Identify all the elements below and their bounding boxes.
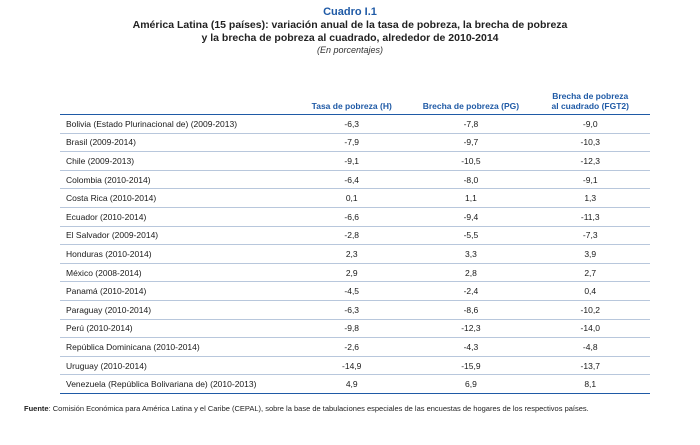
country-cell: México (2008-2014) [60, 263, 293, 283]
tasa-pobreza-cell: 0,1 [292, 188, 412, 208]
table-row: Colombia (2010-2014) -6,4 -8,0 -9,1 [60, 170, 650, 190]
tasa-pobreza-cell: 4,9 [292, 374, 412, 394]
table-row: Paraguay (2010-2014) -6,3 -8,6 -10,2 [60, 300, 650, 320]
tasa-pobreza-cell: -7,9 [292, 133, 412, 153]
header-brecha-cuadrado-line-1: Brecha de pobreza [552, 91, 629, 101]
brecha-pobreza-cell: -8,0 [411, 170, 531, 190]
table-row: Honduras (2010-2014) 2,3 3,3 3,9 [60, 244, 650, 264]
country-cell: Venezuela (República Bolivariana de) (20… [60, 374, 293, 394]
table-row: Bolivia (Estado Plurinacional de) (2009-… [60, 114, 650, 134]
country-cell: Uruguay (2010-2014) [60, 356, 293, 376]
tasa-pobreza-cell: -2,6 [292, 337, 412, 357]
brecha-cuadrado-cell: -11,3 [530, 207, 650, 227]
header-brecha-pobreza: Brecha de pobreza (PG) [411, 87, 531, 115]
tasa-pobreza-cell: -6,3 [292, 114, 412, 134]
brecha-pobreza-cell: 1,1 [411, 188, 531, 208]
poverty-table: Tasa de pobreza (H) Brecha de pobreza (P… [60, 87, 650, 394]
country-cell: Chile (2009-2013) [60, 151, 293, 171]
table-row: Chile (2009-2013) -9,1 -10,5 -12,3 [60, 151, 650, 171]
table-row: Uruguay (2010-2014) -14,9 -15,9 -13,7 [60, 356, 650, 376]
source-note: Fuente: Comisión Económica para América … [24, 404, 684, 414]
table-row: Venezuela (República Bolivariana de) (20… [60, 374, 650, 394]
brecha-pobreza-cell: 3,3 [411, 244, 531, 264]
country-cell: Perú (2010-2014) [60, 319, 293, 339]
country-cell: Colombia (2010-2014) [60, 170, 293, 190]
brecha-pobreza-cell: 6,9 [411, 374, 531, 394]
table-row: Panamá (2010-2014) -4,5 -2,4 0,4 [60, 281, 650, 301]
country-cell: Paraguay (2010-2014) [60, 300, 293, 320]
country-cell: El Salvador (2009-2014) [60, 226, 293, 246]
brecha-pobreza-cell: -10,5 [411, 151, 531, 171]
tasa-pobreza-cell: -6,6 [292, 207, 412, 227]
brecha-pobreza-cell: -7,8 [411, 114, 531, 134]
brecha-cuadrado-cell: 2,7 [530, 263, 650, 283]
tasa-pobreza-cell: -4,5 [292, 281, 412, 301]
brecha-pobreza-cell: -4,3 [411, 337, 531, 357]
header-row: Tasa de pobreza (H) Brecha de pobreza (P… [60, 87, 650, 115]
tasa-pobreza-cell: -14,9 [292, 356, 412, 376]
brecha-pobreza-cell: 2,8 [411, 263, 531, 283]
brecha-cuadrado-cell: -10,2 [530, 300, 650, 320]
brecha-pobreza-cell: -8,6 [411, 300, 531, 320]
header-brecha-cuadrado: Brecha de pobreza al cuadrado (FGT2) [530, 87, 650, 115]
table-row: Ecuador (2010-2014) -6,6 -9,4 -11,3 [60, 207, 650, 227]
table-body: Bolivia (Estado Plurinacional de) (2009-… [60, 114, 650, 394]
brecha-cuadrado-cell: -9,1 [530, 170, 650, 190]
country-cell: Honduras (2010-2014) [60, 244, 293, 264]
country-cell: República Dominicana (2010-2014) [60, 337, 293, 357]
table-header: Tasa de pobreza (H) Brecha de pobreza (P… [60, 87, 650, 115]
brecha-cuadrado-cell: -10,3 [530, 133, 650, 153]
table-title-line-1: América Latina (15 países): variación an… [132, 19, 568, 31]
brecha-cuadrado-cell: -4,8 [530, 337, 650, 357]
brecha-cuadrado-cell: 0,4 [530, 281, 650, 301]
table-row: México (2008-2014) 2,9 2,8 2,7 [60, 263, 650, 283]
brecha-pobreza-cell: -9,7 [411, 133, 531, 153]
header-country [60, 87, 293, 115]
country-cell: Ecuador (2010-2014) [60, 207, 293, 227]
brecha-pobreza-cell: -5,5 [411, 226, 531, 246]
brecha-pobreza-cell: -2,4 [411, 281, 531, 301]
brecha-pobreza-cell: -12,3 [411, 319, 531, 339]
table-number: Cuadro I.1 [323, 6, 377, 18]
brecha-cuadrado-cell: 3,9 [530, 244, 650, 264]
brecha-cuadrado-cell: -9,0 [530, 114, 650, 134]
tasa-pobreza-cell: 2,9 [292, 263, 412, 283]
tasa-pobreza-cell: -2,8 [292, 226, 412, 246]
table-units: (En porcentajes) [316, 45, 384, 55]
brecha-cuadrado-cell: -14,0 [530, 319, 650, 339]
tasa-pobreza-cell: -6,4 [292, 170, 412, 190]
source-text: : Comisión Económica para América Latina… [48, 404, 589, 413]
source-label: Fuente [24, 404, 49, 413]
country-cell: Bolivia (Estado Plurinacional de) (2009-… [60, 114, 293, 134]
brecha-cuadrado-cell: 1,3 [530, 188, 650, 208]
table-row: Costa Rica (2010-2014) 0,1 1,1 1,3 [60, 188, 650, 208]
table-row: El Salvador (2009-2014) -2,8 -5,5 -7,3 [60, 226, 650, 246]
table-row: República Dominicana (2010-2014) -2,6 -4,3… [60, 337, 650, 357]
country-cell: Brasil (2009-2014) [60, 133, 293, 153]
brecha-cuadrado-cell: -7,3 [530, 226, 650, 246]
tasa-pobreza-cell: -9,8 [292, 319, 412, 339]
table-title-line-2: y la brecha de pobreza al cuadrado, alre… [201, 32, 499, 44]
brecha-pobreza-cell: -15,9 [411, 356, 531, 376]
title-block: Cuadro I.1 América Latina (15 países): v… [0, 6, 700, 56]
header-tasa-pobreza: Tasa de pobreza (H) [292, 87, 412, 115]
brecha-cuadrado-cell: -13,7 [530, 356, 650, 376]
tasa-pobreza-cell: -6,3 [292, 300, 412, 320]
country-cell: Costa Rica (2010-2014) [60, 188, 293, 208]
brecha-cuadrado-cell: -12,3 [530, 151, 650, 171]
table-row: Perú (2010-2014) -9,8 -12,3 -14,0 [60, 319, 650, 339]
tasa-pobreza-cell: 2,3 [292, 244, 412, 264]
header-brecha-cuadrado-line-2: al cuadrado (FGT2) [551, 101, 629, 111]
table-row: Brasil (2009-2014) -7,9 -9,7 -10,3 [60, 133, 650, 153]
country-cell: Panamá (2010-2014) [60, 281, 293, 301]
brecha-cuadrado-cell: 8,1 [530, 374, 650, 394]
tasa-pobreza-cell: -9,1 [292, 151, 412, 171]
brecha-pobreza-cell: -9,4 [411, 207, 531, 227]
